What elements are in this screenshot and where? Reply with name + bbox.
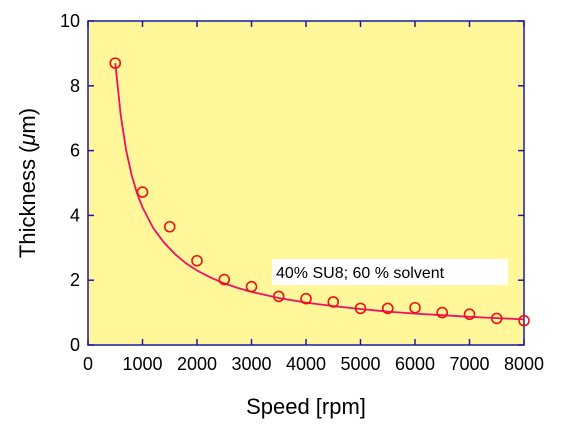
y-axis-title-mu: μ bbox=[15, 134, 40, 147]
annotation-background bbox=[272, 259, 508, 285]
x-tick-label: 2000 bbox=[177, 354, 217, 374]
data-point bbox=[409, 301, 421, 314]
data-point bbox=[436, 306, 449, 319]
data-point bbox=[163, 220, 176, 233]
y-tick-label: 0 bbox=[70, 335, 80, 355]
data-point bbox=[218, 273, 231, 286]
x-tick-labels: 0 1000 2000 3000 4000 5000 6000 7000 8000 bbox=[83, 354, 544, 374]
data-point bbox=[136, 186, 149, 198]
plot-area bbox=[88, 21, 524, 345]
x-tick-label: 4000 bbox=[286, 354, 326, 374]
x-tick-label: 3000 bbox=[231, 354, 271, 374]
data-point bbox=[300, 292, 312, 305]
y-tick-labels: 0 2 4 6 8 10 bbox=[60, 11, 80, 355]
data-points bbox=[109, 57, 530, 327]
y-tick-label: 10 bbox=[60, 11, 80, 31]
data-point bbox=[191, 254, 203, 267]
y-tick-label: 4 bbox=[70, 205, 80, 225]
x-tick-label: 1000 bbox=[122, 354, 162, 374]
plot-frame bbox=[87, 20, 525, 346]
x-tick-label: 5000 bbox=[340, 354, 380, 374]
data-point bbox=[381, 302, 394, 315]
x-tick-label: 7000 bbox=[449, 354, 489, 374]
x-axis-title: Speed [rpm] bbox=[246, 394, 366, 419]
y-tick-label: 2 bbox=[70, 270, 80, 290]
y-axis-title-main: Thickness ( bbox=[15, 145, 40, 258]
x-tick-label: 0 bbox=[83, 354, 93, 374]
y-tick-label: 6 bbox=[70, 141, 80, 161]
y-tick-label: 8 bbox=[70, 76, 80, 96]
data-point bbox=[354, 302, 367, 315]
data-point bbox=[272, 290, 285, 303]
y-axis-title: Thickness (μm) bbox=[15, 108, 40, 258]
data-point bbox=[463, 308, 476, 321]
data-point bbox=[245, 280, 258, 293]
data-point bbox=[518, 314, 530, 327]
data-point bbox=[490, 312, 503, 325]
data-point bbox=[109, 57, 122, 69]
annotation-label: 40% SU8; 60 % solvent bbox=[276, 265, 445, 282]
x-tick-label: 8000 bbox=[504, 354, 544, 374]
x-tick-label: 6000 bbox=[395, 354, 435, 374]
data-point bbox=[327, 296, 340, 308]
y-axis-title-unit: m) bbox=[15, 108, 40, 134]
